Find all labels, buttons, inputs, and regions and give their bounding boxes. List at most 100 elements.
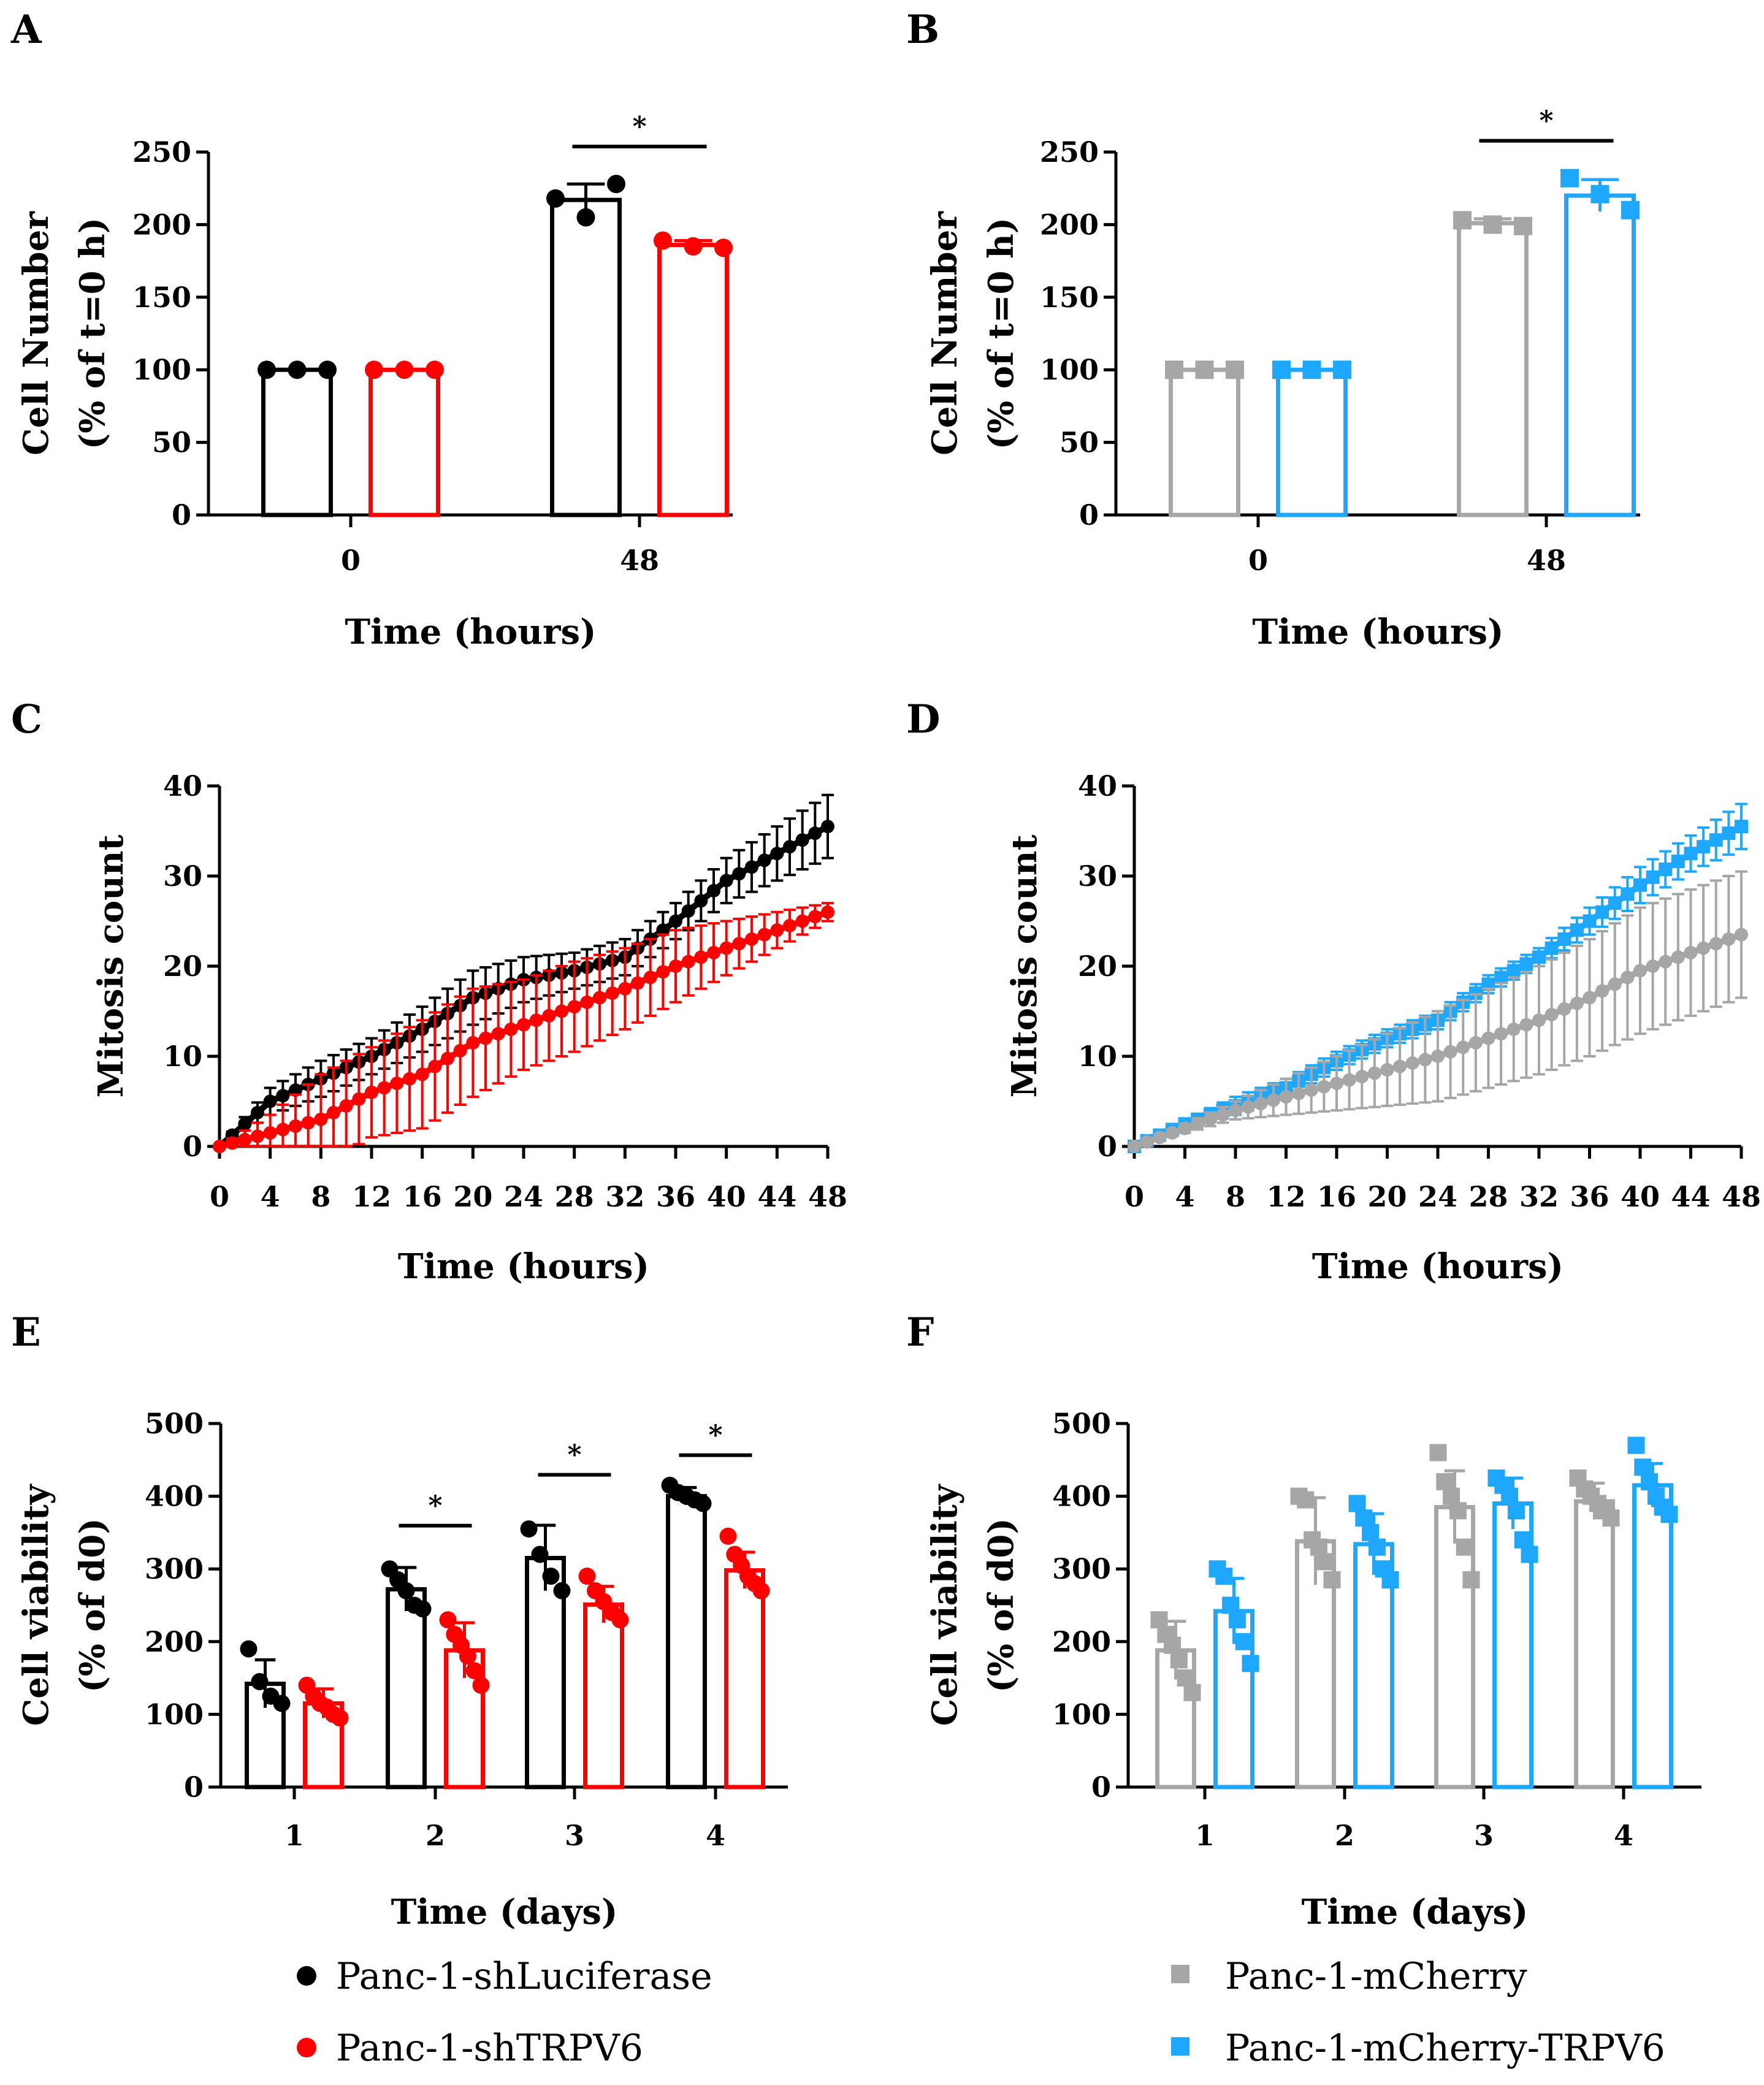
panel-d-data-point [1468,1035,1483,1050]
panel-f-data-point [1170,1651,1188,1669]
panel-c-data-point [504,1022,518,1036]
panel-f-data-point [1514,1531,1532,1549]
panel-a-data-point [546,189,565,208]
panel-f-y-tick-label: 400 [1052,1480,1111,1513]
panel-c-y-tick-label: 20 [163,950,202,983]
panel-d-data-point [1128,1140,1141,1153]
panel-d-data-point [1709,833,1723,847]
panel-f-data-point [1177,1669,1194,1687]
legend-label-shtrpv6: Panc-1-shTRPV6 [336,2027,643,2070]
panel-d-data-point [1519,1018,1533,1032]
panel-c-data-point [517,1018,530,1032]
panel-c-data-point [732,937,746,951]
panel-f-y-axis-title: Cell viability [925,1484,965,1726]
panel-f-data-point [1462,1571,1480,1588]
panel-c-x-tick-label: 36 [656,1180,695,1213]
panel-d-data-point [1722,932,1736,946]
panel-c-x-tick-label: 8 [311,1180,330,1213]
panel-a-y-tick-label: 150 [132,281,191,314]
panel-d-x-tick-label: 44 [1671,1180,1710,1213]
panel-e-data-point [520,1520,538,1538]
panel-d-data-point [1330,1077,1343,1091]
panel-d-data-point [1140,1135,1154,1149]
panel-d-data-point [1367,1066,1381,1080]
panel-a-data-point [395,360,414,379]
panel-c-data-point [719,941,733,955]
panel-c-data-point [542,1008,556,1023]
panel-a-y-axis-title: (% of t=0 h) [72,218,113,450]
panel-b-x-tick-label: 0 [1248,544,1268,577]
panel-c-data-point [745,932,758,946]
panel-b-data-point [1226,360,1244,379]
panel-e-data-point [578,1568,596,1585]
panel-e-data-point [251,1673,269,1691]
panel-a-y-tick-label: 100 [132,353,191,386]
panel-c-y-tick-label: 0 [183,1130,202,1163]
panel-c-data-point [707,883,720,898]
panel-e-data-point [752,1582,770,1599]
panel-f-y-axis-title: (% of d0) [981,1518,1021,1693]
panel-e-y-tick-label: 300 [145,1552,204,1585]
panel-c-data-point [770,847,784,861]
panel-c-data-point [681,955,695,969]
panel-d-x-tick-label: 0 [1124,1180,1144,1213]
panel-c-x-tick-label: 0 [210,1180,229,1213]
legend-marker-mcherry [1171,1965,1189,1983]
panel-d-data-point [1583,991,1597,1005]
panel-b-y-axis-title: (% of t=0 h) [981,218,1021,450]
panel-c-data-point [415,1067,429,1081]
panel-f-data-point [1507,1502,1525,1520]
panel-d-data-point [1570,996,1584,1010]
panel-e-y-tick-label: 0 [184,1771,204,1804]
panel-c-x-tick-label: 20 [453,1180,492,1213]
panel-e-significance-label: * [567,1439,581,1471]
panel-a-y-tick-label: 0 [172,498,191,532]
panel-f-x-axis-title: Time (days) [1302,1892,1529,1932]
legend-label-mcherry-trpv6: Panc-1-mCherry-TRPV6 [1225,2027,1665,2070]
panel-c-data-point [238,1132,252,1146]
panel-d-x-tick-label: 36 [1570,1180,1609,1213]
panel-d-data-point [1241,1100,1255,1114]
panel-d-data-point [1722,826,1736,840]
panel-d-data-point [1292,1086,1306,1100]
panel-d-data-point [1621,887,1635,901]
panel-c-y-tick-label: 10 [163,1040,202,1073]
panel-label-a: A [10,7,42,53]
panel-d-data-point [1633,964,1647,978]
panel-e-data-point [719,1527,737,1545]
panel-b-bar [1276,367,1348,517]
panel-c-x-tick-label: 4 [261,1180,280,1213]
panel-b-data-point [1333,360,1351,379]
panel-c-data-point [643,970,657,985]
panel-f-data-point [1368,1538,1386,1556]
panel-c-data-point [377,1081,391,1095]
panel-d-data-point [1684,847,1698,861]
panel-c-data-point [276,1089,290,1103]
panel-c-data-point [428,1059,442,1073]
panel-d-x-tick-label: 32 [1519,1180,1559,1213]
panel-c-data-point [529,1013,543,1027]
panel-b-data-point [1195,360,1214,379]
panel-b-y-tick-label: 0 [1079,498,1099,532]
panel-f-x-tick-label: 2 [1335,1819,1354,1852]
panel-c-data-point [757,853,771,867]
panel-c-data-point [466,1035,480,1050]
panel-b-y-tick-label: 100 [1040,353,1099,386]
panel-b-y-tick-label: 150 [1040,281,1099,314]
panel-e-data-point [397,1582,415,1599]
panel-e-bar [666,1494,707,1790]
panel-c-x-tick-label: 44 [757,1180,796,1213]
panel-a-data-point [365,360,383,379]
panel-f-data-point [1355,1509,1373,1527]
panel-c-y-tick-label: 40 [163,769,202,802]
panel-a-y-axis-title: Cell Number [16,211,56,455]
panel-d-x-tick-label: 24 [1418,1180,1457,1213]
panel-e-data-point [694,1495,712,1512]
panel-f-y-tick-label: 500 [1052,1407,1111,1440]
panel-d-y-tick-label: 30 [1078,860,1117,893]
panel-a-data-point [607,175,625,194]
panel-d-data-point [1659,955,1673,969]
panel-c-y-axis-title: Mitosis count [91,834,131,1097]
panel-f-data-point [1501,1487,1519,1505]
panel-c-data-point [225,1136,239,1150]
